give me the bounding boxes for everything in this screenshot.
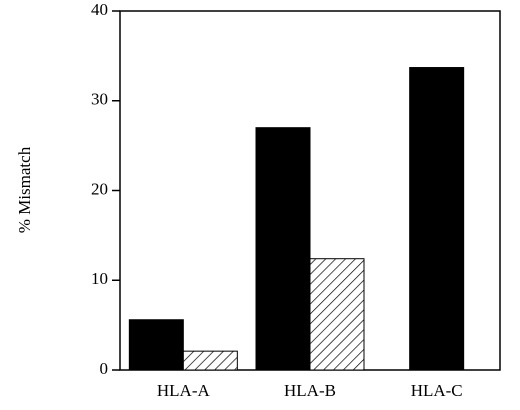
y-tick-label: 0 — [100, 359, 109, 378]
y-tick-label: 10 — [91, 269, 108, 288]
bar — [309, 258, 365, 371]
y-axis-label: % Mismatch — [15, 146, 34, 233]
bar — [255, 127, 311, 371]
x-tick-label: HLA-C — [411, 381, 463, 400]
y-tick-label: 30 — [91, 90, 108, 109]
x-tick-label: HLA-A — [157, 381, 211, 400]
x-tick-label: HLA-B — [284, 381, 336, 400]
bar — [409, 67, 465, 371]
y-tick-label: 40 — [91, 0, 108, 19]
bar — [128, 319, 184, 371]
bar — [182, 350, 238, 371]
y-tick-label: 20 — [91, 179, 108, 198]
